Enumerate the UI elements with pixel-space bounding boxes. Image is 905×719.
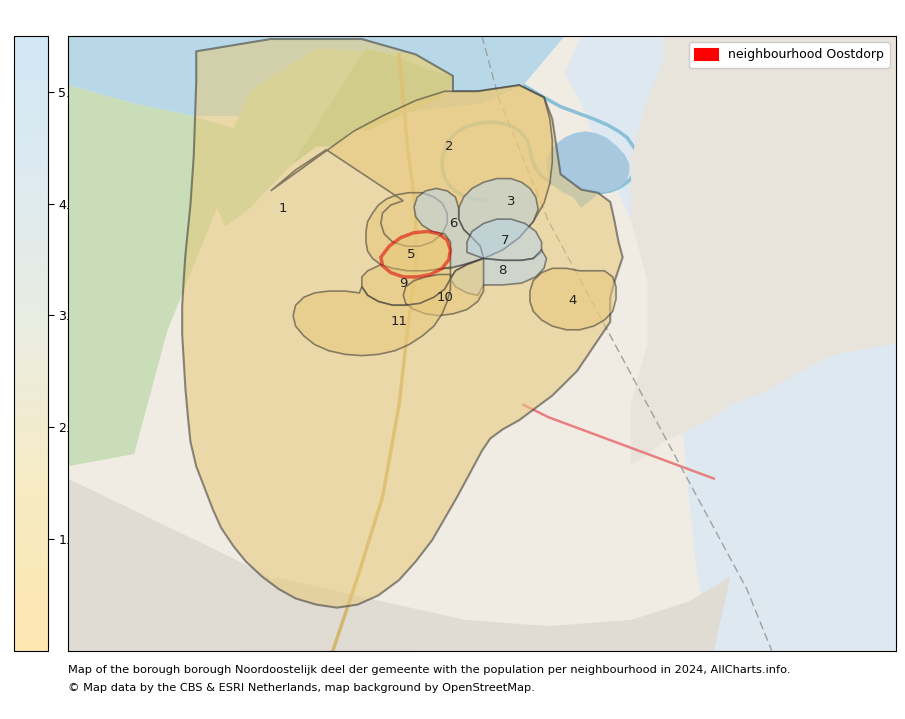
- Polygon shape: [530, 268, 616, 330]
- Polygon shape: [291, 48, 452, 165]
- Polygon shape: [217, 48, 452, 226]
- Polygon shape: [467, 219, 541, 260]
- Text: 8: 8: [499, 265, 507, 278]
- Text: 6: 6: [449, 217, 457, 230]
- Polygon shape: [459, 178, 538, 259]
- Polygon shape: [362, 265, 451, 305]
- Text: 3: 3: [507, 196, 515, 209]
- Text: 10: 10: [436, 290, 453, 303]
- Text: 11: 11: [391, 316, 407, 329]
- Polygon shape: [547, 132, 629, 208]
- Text: 2: 2: [444, 140, 453, 153]
- Polygon shape: [414, 188, 483, 268]
- Polygon shape: [451, 250, 547, 296]
- Text: 1: 1: [279, 201, 288, 214]
- Text: 5: 5: [407, 247, 415, 261]
- Polygon shape: [68, 85, 233, 467]
- Text: 9: 9: [399, 277, 407, 290]
- Polygon shape: [565, 36, 896, 651]
- Text: 4: 4: [569, 294, 577, 307]
- Text: © Map data by the CBS & ESRI Netherlands, map background by OpenStreetMap.: © Map data by the CBS & ESRI Netherlands…: [68, 683, 535, 693]
- Polygon shape: [182, 39, 623, 608]
- Text: Map of the borough borough Noordoostelijk deel der gemeente with the population : Map of the borough borough Noordoostelij…: [68, 665, 790, 675]
- Polygon shape: [381, 232, 451, 277]
- Polygon shape: [271, 85, 552, 271]
- Polygon shape: [631, 36, 896, 467]
- Legend: neighbourhood Oostdorp: neighbourhood Oostdorp: [689, 42, 890, 68]
- Polygon shape: [68, 479, 415, 651]
- Polygon shape: [233, 577, 730, 651]
- Polygon shape: [68, 36, 565, 116]
- Text: 7: 7: [500, 234, 510, 247]
- Polygon shape: [404, 259, 483, 316]
- Polygon shape: [293, 279, 451, 356]
